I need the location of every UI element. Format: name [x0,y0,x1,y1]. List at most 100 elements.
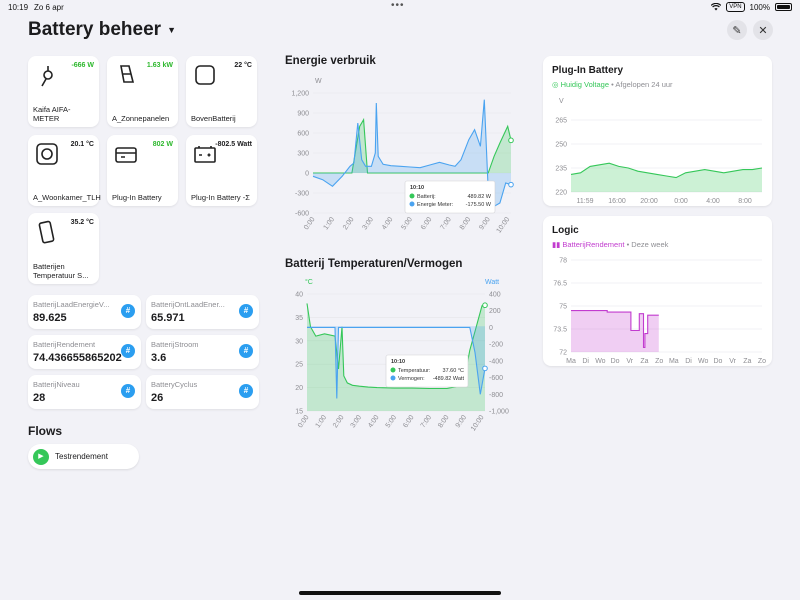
y-tick-label: -600 [295,211,309,218]
battery-box-icon [113,141,139,167]
hashtag-icon[interactable]: # [121,344,135,358]
x-tick-label: 1:00 [315,414,329,429]
device-tile-plug-in-battery[interactable]: 802 W Plug-In Battery [107,135,178,206]
device-tile-kaifa-aifa-meter[interactable]: -666 W Kaifa AIFA-METER [28,56,99,127]
x-tick-label: Wo [595,358,605,365]
y-tick-label: 30 [295,338,303,345]
rounded-square-icon [192,62,218,88]
hashtag-icon[interactable]: # [239,384,253,398]
variable-card-batterijniveau[interactable]: BatterijNiveau 28 # [28,375,141,409]
series-area-batterij [313,119,511,173]
variable-card-batterijrendement[interactable]: BatterijRendement 74.436655865202 # [28,335,141,369]
x-tick-label: 0:00 [674,198,688,205]
multitasking-dots-icon[interactable]: ••• [391,0,405,11]
hashtag-icon[interactable]: # [239,344,253,358]
x-tick-label: 7:00 [420,414,434,429]
logic-card[interactable]: Logic ▮▮ BatterijRendement • Deze week 7… [543,216,772,366]
solar-panel-icon [113,62,139,88]
status-bar: 10:19 Zo 6 apr ••• VPN 100% [0,0,800,14]
x-tick-label: Vr [729,358,736,365]
x-tick-label: 6:00 [402,414,416,429]
x-tick-label: Za [743,358,751,365]
close-button[interactable]: ✕ [753,20,773,40]
series-end-point [482,302,488,309]
x-tick-label: 16:00 [608,198,626,205]
series-end-point [508,137,514,144]
x-tick-label: Di [582,358,589,365]
y-tick-label: 73.5 [553,327,567,334]
y-tick-label: 15 [295,409,303,416]
x-tick-label: Do [611,358,620,365]
logic-card-subtitle: ▮▮ BatterijRendement • Deze week [552,240,669,249]
x-tick-label: 20:00 [640,198,658,205]
car-battery-icon [192,141,218,167]
y-tick-label: 220 [555,190,567,197]
x-tick-label: 7:00 [439,216,453,231]
series-line-huidig-voltage [570,162,763,179]
x-tick-label: 11:59 [577,198,594,205]
y-tick-label: 300 [297,151,309,158]
variable-card-batterijlaadenergiev[interactable]: BatterijLaadEnergieV... 89.625 # [28,295,141,329]
hashtag-icon[interactable]: # [121,304,135,318]
tooltip-value: -489.82 Watt [433,376,465,382]
y-tick-label: 600 [297,131,309,138]
status-time: 10:19 [8,3,29,12]
page-title[interactable]: Battery beheer ▼ [28,19,176,41]
y-tick-label: 78 [559,258,567,265]
variable-name: BatterijRendement [33,340,96,349]
y-tick-label: -300 [295,191,309,198]
variable-card-batterijstroom[interactable]: BatterijStroom 3.6 # [146,335,259,369]
device-tile-bovenbatterij[interactable]: 22 °C BovenBatterij [186,56,257,127]
variable-value: 3.6 [151,352,167,364]
device-tile-plug-in-battery[interactable]: -802.5 Watt Plug-In Battery -Σ [186,135,257,206]
play-icon: ▶ [33,448,49,465]
hashtag-icon[interactable]: # [121,384,135,398]
flow-button-testrendement[interactable]: ▶ Testrendement [28,444,139,469]
x-tick-label: Zo [758,358,766,365]
tooltip-swatch [390,375,396,381]
device-tile-batterijen-temperatuur-s[interactable]: 35.2 °C Batterijen Temperatuur S... [28,213,99,284]
tooltip-label: Energie Meter: [417,202,454,208]
y-axis-unit: V [559,98,564,105]
edit-button[interactable]: ✎ [727,20,747,40]
hashtag-icon[interactable]: # [239,304,253,318]
device-tile-a-woonkamer-tlh[interactable]: 20.1 °C A_Woonkamer_TLH [28,135,101,206]
temp-chart-title: Batterij Temperaturen/Vermogen [285,258,463,270]
flows-title: Flows [28,424,63,438]
tooltip-value: -175.50 W [466,202,492,208]
x-tick-label: Zo [655,358,663,365]
tooltip-swatch [409,201,415,207]
x-tick-label: 9:00 [478,216,492,231]
y-tick-label: 72 [559,350,567,357]
x-tick-label: 10:00 [470,414,486,432]
x-tick-label: Ma [566,358,576,365]
x-tick-label: 10:00 [496,216,512,234]
series-area-batterijrendement [571,310,659,352]
variable-value: 89.625 [33,312,67,324]
y-tick-label: 250 [555,142,567,149]
variable-name: BatterijOntLaadEner... [151,300,225,309]
voltage-chart[interactable]: V 265 250 235 220 11:59 16:00 20:00 0:00 4:00 8:00 [543,96,772,206]
chevron-down-icon[interactable]: ▼ [167,25,176,35]
variable-card-batterycyclus[interactable]: BatteryCyclus 26 # [146,375,259,409]
series-area-huidig-voltage [571,163,762,192]
close-icon: ✕ [758,24,768,37]
chart-tooltip: 10:10 Temperatuur: 37.60 °C Vermogen: -489.8… [385,354,469,388]
plugin-battery-card[interactable]: Plug-In Battery ◎ Huidig Voltage • Afgel… [543,56,772,206]
home-indicator[interactable] [299,591,501,595]
legend-label: BatterijRendement [562,240,625,249]
y2-tick-label: -600 [489,375,503,382]
variable-card-batterijontlaadener[interactable]: BatterijOntLaadEner... 65.971 # [146,295,259,329]
temp-chart[interactable]: °C Watt 40 35 30 25 20 15 400 200 0 -200 -400 -600 -80… [285,274,525,440]
device-value: -666 W [71,62,94,69]
device-label: BovenBatterij [191,114,236,123]
y-tick-label: 40 [295,292,303,299]
battery-icon [775,3,792,11]
device-tile-a-zonnepanelen[interactable]: 1.63 kW A_Zonnepanelen [107,56,178,127]
series-line-batterijrendement [571,310,659,348]
tooltip-swatch [409,193,415,199]
x-tick-label: 8:00 [437,414,451,429]
y2-tick-label: -200 [489,342,503,349]
